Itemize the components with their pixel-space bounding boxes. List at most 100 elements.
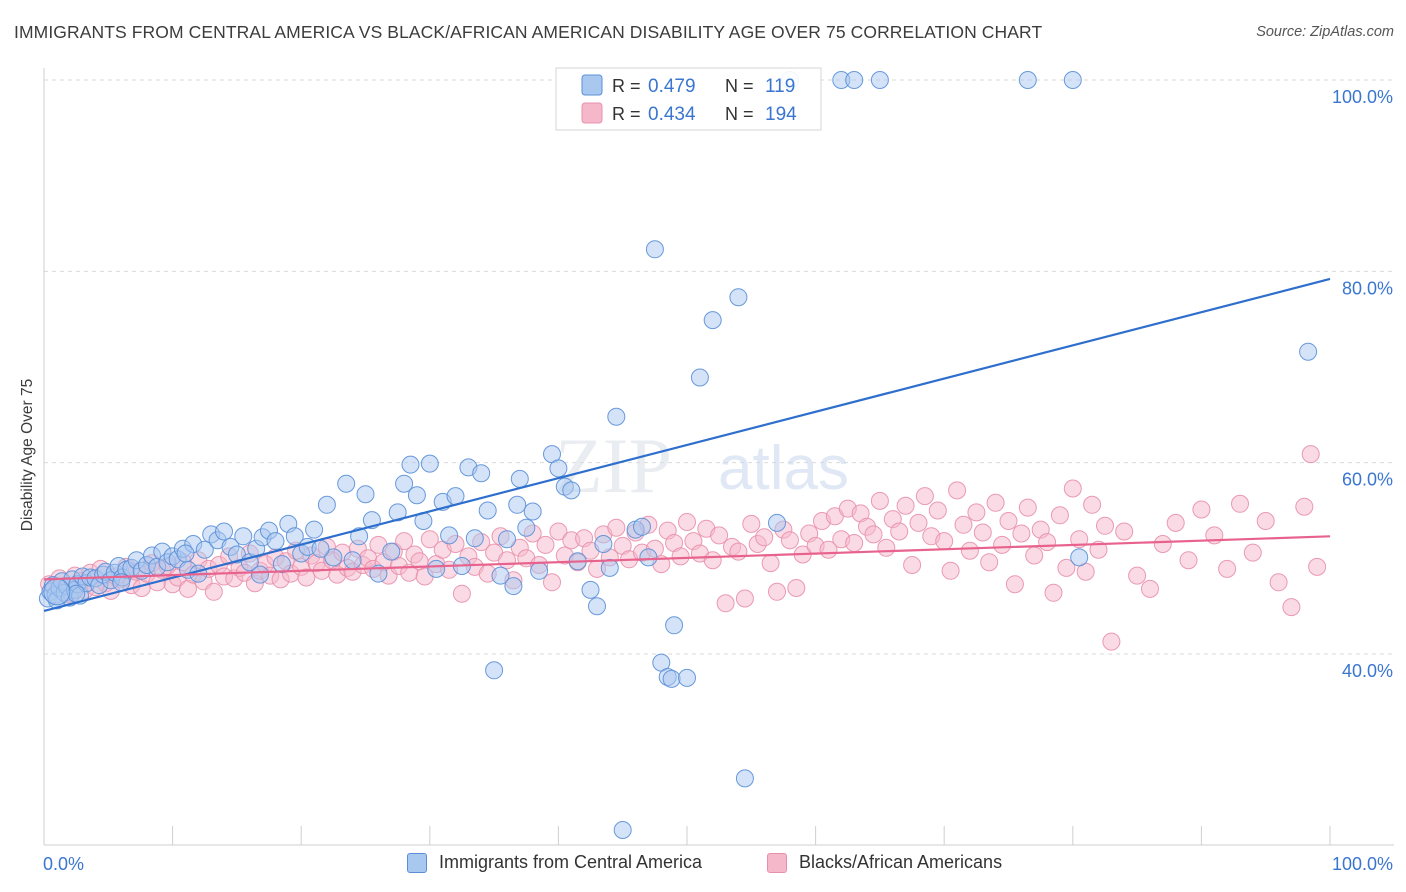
data-point: [909, 513, 928, 532]
legend-label-blue: Immigrants from Central America: [439, 852, 703, 872]
data-point: [67, 584, 86, 603]
data-point: [993, 535, 1012, 554]
data-point: [1096, 516, 1114, 535]
data-point: [845, 534, 864, 552]
watermark-atlas: atlas: [718, 434, 849, 503]
data-point: [427, 559, 446, 578]
data-point: [1308, 557, 1327, 576]
data-point: [896, 496, 915, 515]
x-tick-label-max: 100.0%: [1332, 854, 1393, 874]
trend-line-blue: [43, 277, 1331, 613]
data-point: [703, 311, 722, 330]
data-point: [523, 502, 542, 521]
blue-series-points: [38, 71, 1318, 839]
data-point: [562, 481, 581, 500]
chart-title: IMMIGRANTS FROM CENTRAL AMERICA VS BLACK…: [14, 22, 1043, 42]
data-point: [1050, 506, 1069, 525]
data-point: [1256, 512, 1275, 530]
legend-r-label: R =: [612, 76, 641, 96]
data-point: [297, 568, 316, 587]
data-point: [1153, 535, 1172, 553]
data-point: [607, 407, 626, 426]
data-point: [472, 464, 491, 483]
legend-top-swatch-pink: [581, 102, 603, 124]
data-point: [755, 528, 774, 547]
legend-r-value-blue: 0.479: [648, 76, 696, 97]
data-point: [671, 547, 690, 566]
data-point: [729, 542, 748, 561]
data-point: [452, 584, 471, 603]
data-point: [1269, 573, 1288, 592]
data-point: [401, 455, 420, 474]
data-point: [1192, 500, 1211, 519]
data-point: [1063, 71, 1082, 89]
data-point: [337, 474, 356, 493]
data-point: [176, 544, 195, 563]
data-point: [780, 531, 799, 550]
data-point: [710, 526, 729, 545]
data-point: [1299, 342, 1318, 361]
data-point: [485, 661, 504, 680]
data-point: [549, 522, 568, 541]
data-point: [678, 668, 696, 687]
data-point: [1282, 598, 1301, 617]
data-point: [388, 503, 407, 522]
data-point: [1057, 558, 1076, 577]
legend-r-label: R =: [612, 104, 641, 124]
data-point: [305, 520, 324, 539]
data-point: [504, 577, 523, 596]
data-point: [973, 523, 992, 542]
data-point: [639, 548, 658, 567]
data-point: [1141, 579, 1159, 598]
data-point: [935, 532, 954, 551]
data-point: [549, 459, 568, 478]
data-point: [645, 240, 664, 259]
data-point: [446, 487, 465, 506]
data-point-cluster: [43, 578, 71, 606]
legend-r-value-pink: 0.434: [648, 104, 696, 125]
data-point: [1301, 445, 1320, 464]
y-tick-label: 40.0%: [1342, 661, 1393, 681]
y-tick-label: 100.0%: [1332, 87, 1393, 107]
data-point: [1128, 566, 1147, 585]
data-point: [343, 551, 362, 570]
legend-item-blue[interactable]: Immigrants from Central America: [407, 852, 702, 873]
data-point: [1102, 632, 1121, 651]
data-point: [440, 526, 459, 545]
data-point: [870, 491, 889, 510]
data-point: [1115, 522, 1134, 541]
data-point: [999, 512, 1018, 530]
legend-item-pink[interactable]: Blacks/African Americans: [767, 852, 1002, 873]
data-point: [1179, 551, 1198, 570]
data-point: [324, 548, 343, 567]
y-tick-label: 60.0%: [1342, 470, 1393, 490]
data-point: [1243, 543, 1262, 562]
data-point: [716, 594, 735, 613]
source-credit: Source: ZipAtlas.com: [1256, 24, 1394, 40]
data-point: [768, 513, 786, 532]
watermark: ZIP atlas: [555, 422, 849, 509]
data-point: [204, 582, 223, 601]
legend-n-value-blue: 119: [765, 76, 795, 97]
data-point: [1005, 575, 1024, 594]
data-point: [729, 288, 748, 307]
data-point: [742, 514, 761, 533]
x-tick-label-min: 0.0%: [43, 854, 84, 874]
data-point: [234, 527, 253, 546]
data-point: [768, 582, 786, 601]
legend-n-label: N =: [725, 104, 754, 124]
data-point: [960, 541, 979, 560]
data-point: [665, 616, 684, 635]
data-point: [588, 597, 606, 616]
data-point: [980, 553, 999, 572]
x-tick-labels: 0.0% 100.0%: [43, 854, 1393, 874]
data-point: [508, 495, 527, 514]
data-point: [517, 518, 536, 537]
data-point: [395, 474, 414, 493]
data-point: [317, 495, 336, 514]
data-point: [1018, 71, 1037, 89]
data-point: [845, 71, 864, 89]
data-point: [407, 486, 426, 505]
legend-swatch-blue: [407, 852, 427, 873]
